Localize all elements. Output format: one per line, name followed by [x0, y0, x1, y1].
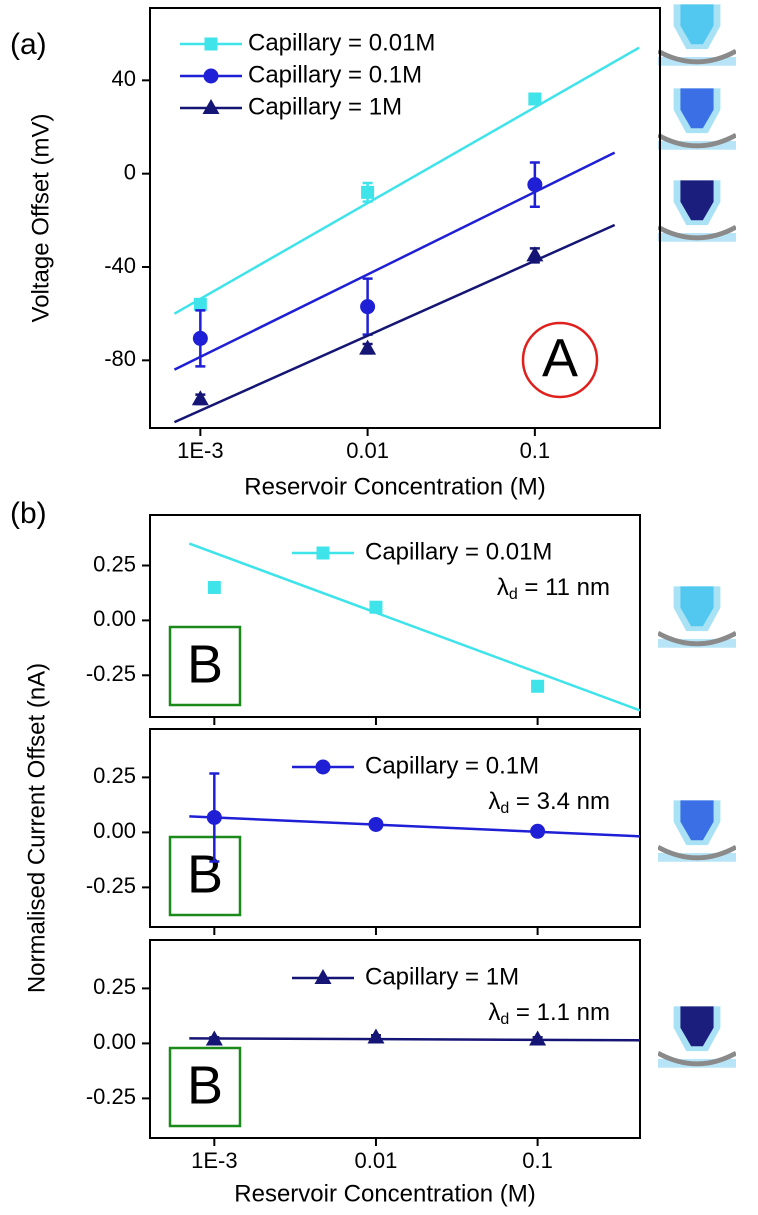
y-tick-label: 0.00 — [93, 818, 136, 843]
icon — [658, 1006, 736, 1067]
debye-subscript: d — [500, 1011, 509, 1028]
legend-marker — [315, 759, 331, 775]
y-tick-label: -0.25 — [86, 873, 136, 898]
debye-text: = 3.4 nm — [509, 788, 610, 815]
legend-label: Capillary = 1M — [365, 963, 519, 990]
legend-marker — [202, 99, 220, 114]
data-point — [368, 816, 384, 832]
y-tick-label: 0.25 — [93, 974, 136, 999]
plot-frame — [149, 939, 641, 1139]
legend-label: Capillary = 0.01M — [365, 538, 552, 565]
data-point — [529, 1030, 547, 1046]
panel-label: (b) — [10, 497, 47, 530]
debye-symbol: λ — [488, 999, 500, 1026]
annotation-box — [168, 1046, 242, 1128]
y-tick-label: 0.25 — [93, 763, 136, 788]
fit-line — [188, 542, 641, 712]
panel-label: (a) — [10, 28, 47, 61]
debye-symbol: λ — [488, 788, 500, 815]
data-point — [359, 339, 377, 355]
data-point — [207, 580, 221, 594]
y-tick-label: 0.00 — [93, 1029, 136, 1054]
y-tick-label: -0.25 — [86, 661, 136, 686]
data-point — [526, 246, 544, 262]
legend-label: Capillary = 0.1M — [248, 61, 422, 88]
fit-line — [173, 151, 616, 371]
legend-marker — [203, 68, 219, 84]
annotation: B — [187, 634, 223, 694]
legend-marker — [314, 969, 332, 984]
y-tick-label: 0 — [124, 159, 136, 184]
data-point — [205, 1030, 223, 1046]
y-tick-label: 40 — [112, 66, 136, 91]
data-point — [530, 823, 546, 839]
legend-label: Capillary = 0.01M — [248, 29, 435, 56]
annotation-box — [168, 835, 242, 917]
y-axis-title: Normalised Current Offset (nA) — [23, 663, 50, 993]
data-point — [206, 809, 222, 825]
annotation: B — [187, 844, 223, 904]
debye-symbol: λ — [497, 574, 509, 601]
debye-subscript: d — [500, 800, 509, 817]
x-axis-title: Reservoir Concentration (M) — [244, 473, 545, 500]
x-tick-label: 1E-3 — [177, 438, 223, 463]
icon — [658, 800, 736, 861]
plot-frame — [149, 7, 661, 429]
x-tick-label: 0.01 — [346, 438, 389, 463]
data-point — [367, 1028, 385, 1044]
data-point — [361, 185, 375, 199]
y-tick-label: 0.00 — [93, 606, 136, 631]
icon — [658, 88, 736, 149]
icon — [658, 586, 736, 647]
fit-line — [173, 46, 640, 315]
debye-text: = 1.1 nm — [509, 999, 610, 1026]
data-point — [193, 297, 207, 311]
plot-frame — [149, 728, 641, 928]
icon — [658, 180, 736, 241]
fit-line — [189, 1037, 641, 1042]
x-tick-label: 0.1 — [520, 438, 551, 463]
legend-label: Capillary = 0.1M — [365, 752, 539, 779]
annotation: A — [542, 328, 578, 388]
debye-text: = 11 nm — [518, 574, 610, 601]
data-point — [360, 299, 376, 315]
data-point — [528, 92, 542, 106]
x-axis-title: Reservoir Concentration (M) — [234, 1180, 535, 1207]
data-point — [192, 330, 208, 346]
annotation-circle — [521, 321, 599, 399]
legend-marker — [204, 37, 218, 51]
y-tick-label: -80 — [104, 346, 136, 371]
y-tick-label: -0.25 — [86, 1084, 136, 1109]
y-axis-title: Voltage Offset (mV) — [27, 114, 54, 323]
debye-length: λd = 11 nm — [497, 574, 610, 603]
plot-frame — [149, 514, 641, 718]
debye-subscript: d — [509, 586, 518, 603]
data-point — [191, 390, 209, 406]
data-point — [531, 679, 545, 693]
data-point — [369, 600, 383, 614]
x-tick-label: 0.01 — [355, 1148, 398, 1173]
annotation: B — [187, 1055, 223, 1115]
legend-label: Capillary = 1M — [248, 93, 402, 120]
annotation-box — [168, 625, 242, 707]
data-point — [527, 177, 543, 193]
x-tick-label: 1E-3 — [191, 1148, 237, 1173]
y-tick-label: -40 — [104, 253, 136, 278]
y-tick-label: 0.25 — [93, 551, 136, 576]
legend-marker — [316, 546, 330, 560]
x-tick-label: 0.1 — [522, 1148, 553, 1173]
fit-line — [189, 815, 641, 838]
icon — [658, 4, 736, 65]
debye-length: λd = 3.4 nm — [488, 788, 610, 817]
capillary-icons — [658, 4, 736, 1067]
debye-length: λd = 1.1 nm — [488, 999, 610, 1028]
